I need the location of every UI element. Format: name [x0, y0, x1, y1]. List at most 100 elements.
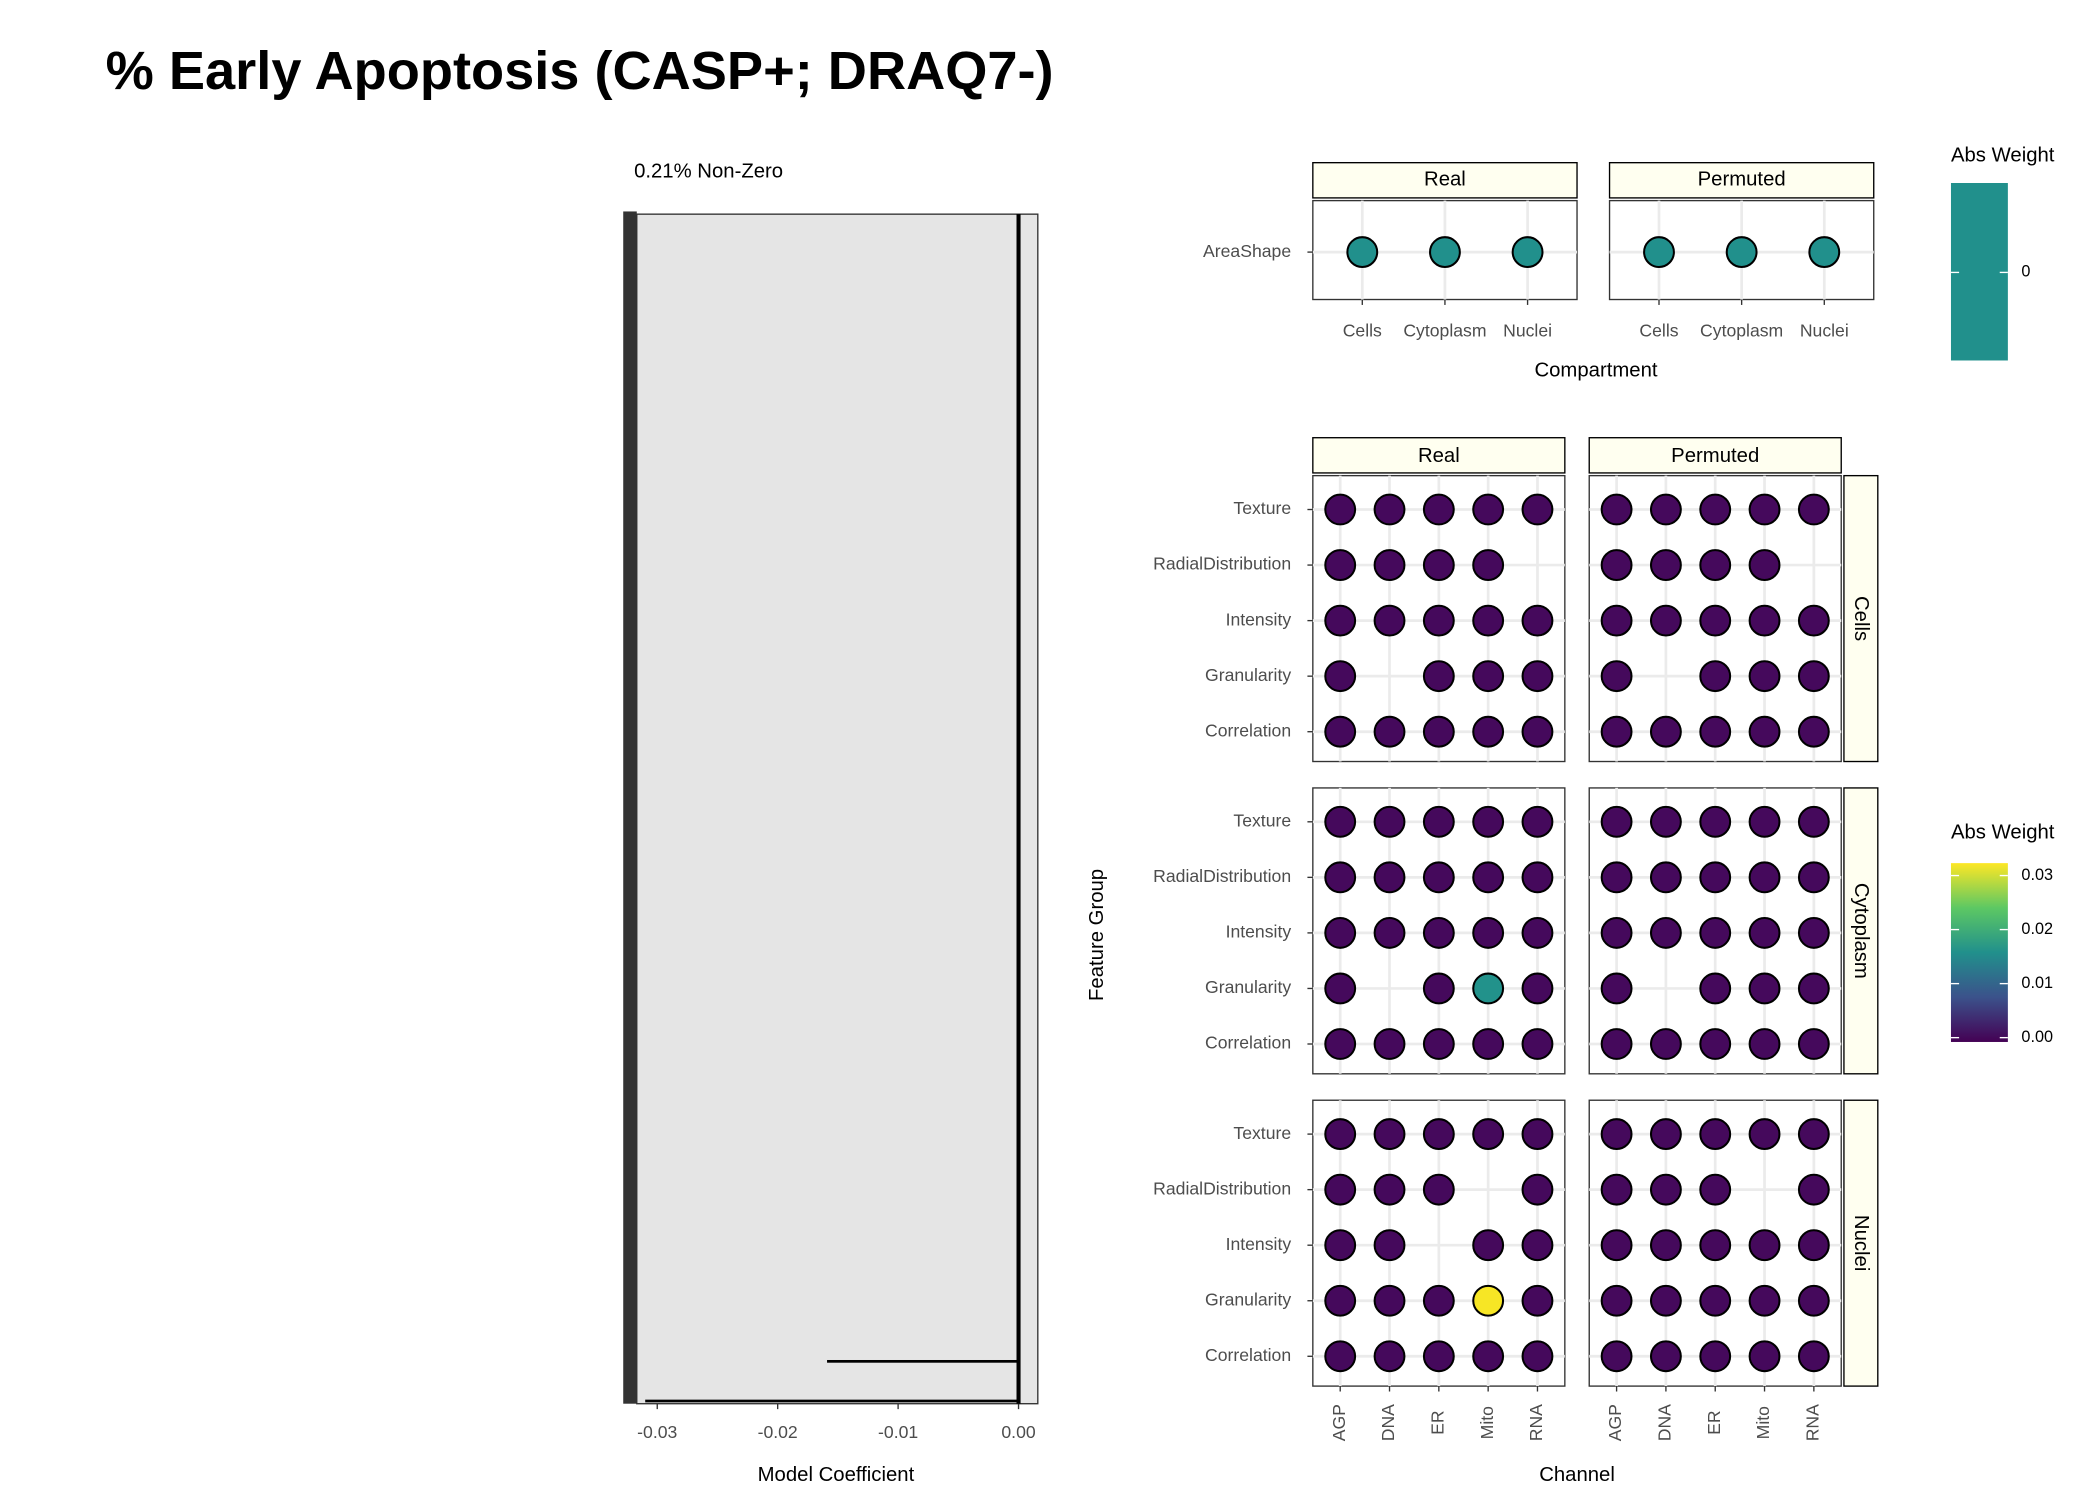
dot — [1422, 972, 1455, 1005]
dot — [1748, 972, 1781, 1005]
dot — [1324, 549, 1357, 581]
dot — [1699, 1118, 1732, 1151]
dot — [1422, 1028, 1455, 1060]
y-tick-label: RadialDistribution — [1153, 866, 1291, 886]
chart-title: % Early Apoptosis (CASP+; DRAQ7-) — [106, 41, 1054, 101]
dot — [1748, 549, 1781, 581]
dot — [1600, 916, 1633, 949]
dot — [1521, 660, 1554, 693]
dot — [1797, 660, 1830, 693]
bar — [645, 1399, 1019, 1403]
dot — [1373, 715, 1406, 748]
dot — [1422, 1284, 1455, 1317]
x-axis-title: Channel — [1539, 1464, 1615, 1486]
dot — [1699, 1028, 1732, 1060]
y-tick-label: AreaShape — [1203, 241, 1291, 261]
dot — [1748, 1284, 1781, 1317]
dot — [1521, 1028, 1554, 1060]
x-tick-label: ER — [1704, 1410, 1724, 1434]
dot — [1649, 549, 1682, 581]
facet-strip — [1312, 161, 1578, 199]
dot — [1422, 715, 1455, 748]
dot — [1699, 1284, 1732, 1317]
dot — [1699, 604, 1732, 637]
dot — [1324, 1229, 1357, 1262]
dot — [1600, 1229, 1633, 1262]
dot — [1699, 715, 1732, 748]
dot — [1748, 1229, 1781, 1262]
facet-label: Nuclei — [1850, 1215, 1872, 1271]
dot — [1324, 805, 1357, 838]
dot — [1600, 549, 1633, 581]
dot — [1797, 972, 1830, 1005]
facet-strip — [1843, 787, 1879, 1075]
y-tick-label: Texture — [1233, 1123, 1291, 1143]
x-tick-label: -0.03 — [637, 1422, 677, 1442]
x-tick-label: -0.01 — [878, 1422, 918, 1442]
dot — [1649, 604, 1682, 637]
facet-label: Real — [1424, 169, 1466, 191]
dot — [1699, 916, 1732, 949]
x-tick-label: -0.02 — [758, 1422, 798, 1442]
dot — [1699, 660, 1732, 693]
y-tick-label: Texture — [1233, 498, 1291, 518]
dot — [1797, 805, 1830, 838]
dot — [1324, 604, 1357, 637]
dot — [1521, 604, 1554, 637]
dot — [1748, 660, 1781, 693]
x-tick-label: AGP — [1329, 1404, 1349, 1441]
dot — [1422, 660, 1455, 693]
y-tick-label: Intensity — [1226, 609, 1292, 629]
dot — [1649, 1028, 1682, 1060]
dot — [1797, 861, 1830, 894]
dot — [1373, 604, 1406, 637]
dot — [1472, 715, 1505, 748]
dot — [1472, 1340, 1505, 1373]
dot — [1521, 861, 1554, 894]
dot — [1373, 1028, 1406, 1060]
dot — [1472, 1284, 1505, 1317]
bar — [827, 1359, 1019, 1363]
dot — [1748, 861, 1781, 894]
x-tick-label: RNA — [1803, 1404, 1823, 1441]
dot — [1324, 861, 1357, 894]
dot — [1649, 493, 1682, 526]
facet-label: Real — [1418, 445, 1460, 467]
facet-strip — [1588, 437, 1842, 474]
dot — [1521, 715, 1554, 748]
x-tick-label: Cytoplasm — [1700, 321, 1783, 341]
dot — [1600, 861, 1633, 894]
dot — [1748, 1028, 1781, 1060]
dot — [1797, 1173, 1830, 1206]
dot — [1521, 916, 1554, 949]
colorbar — [1950, 183, 2008, 361]
dot — [1699, 1340, 1732, 1373]
dot — [1521, 493, 1554, 526]
dot — [1511, 236, 1544, 269]
y-tick-label: RadialDistribution — [1153, 1178, 1291, 1198]
x-tick-label: Cells — [1639, 321, 1678, 341]
dot — [1521, 1229, 1554, 1262]
dot — [1373, 1173, 1406, 1206]
dot — [1472, 549, 1505, 581]
dot — [1649, 1118, 1682, 1151]
facet-strip — [1312, 437, 1566, 474]
dot — [1600, 1173, 1633, 1206]
dot — [1649, 1173, 1682, 1206]
x-tick-label: DNA — [1655, 1404, 1675, 1441]
dot — [1324, 1173, 1357, 1206]
dot — [1422, 1118, 1455, 1151]
x-tick-label: Mito — [1753, 1406, 1773, 1439]
dot — [1797, 1229, 1830, 1262]
dot — [1699, 1229, 1732, 1262]
y-tick-label: Granularity — [1205, 977, 1291, 997]
dot — [1472, 660, 1505, 693]
y-tick-label: Granularity — [1205, 1289, 1291, 1309]
dot — [1521, 1340, 1554, 1373]
x-tick-label: Nuclei — [1503, 321, 1552, 341]
dot — [1649, 1284, 1682, 1317]
dot — [1373, 493, 1406, 526]
legend-tick-label: 0.03 — [2021, 866, 2053, 884]
facet-strip — [1843, 1099, 1879, 1387]
dot — [1373, 805, 1406, 838]
